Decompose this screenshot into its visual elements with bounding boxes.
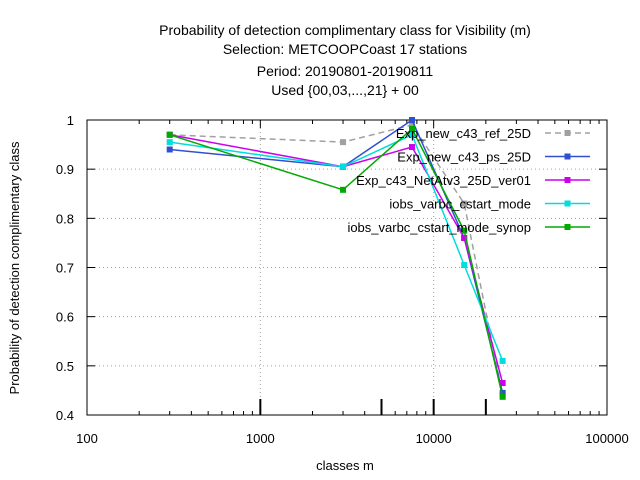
y-tick-label: 0.7 <box>56 261 74 276</box>
y-tick-label: 0.9 <box>56 162 74 177</box>
series-5-point <box>166 131 173 138</box>
series-4-point <box>166 139 173 146</box>
series-2-point <box>499 389 506 396</box>
y-tick-label: 0.4 <box>56 408 74 423</box>
title-line-2: Selection: METCOOPCoast 17 stations <box>223 41 467 57</box>
legend: Exp_new_c43_ref_25D Exp_new_c43_ps_25D Exp… <box>347 126 590 235</box>
series-5-point <box>409 125 416 132</box>
legend-label-1: Exp_new_c43_ref_25D <box>396 126 531 141</box>
y-tick-label: 1 <box>67 113 74 128</box>
series-4-point <box>409 131 416 138</box>
series-3-point <box>409 144 416 151</box>
title-line-1: Probability of detection complimentary c… <box>159 22 531 38</box>
x-tick-label: 100000 <box>585 431 628 446</box>
axes <box>86 119 608 416</box>
y-axis-label: Probability of detection complimentary c… <box>7 141 22 394</box>
series-5-point <box>499 393 506 400</box>
series-1-point <box>340 139 347 146</box>
legend-marker-3 <box>564 177 571 183</box>
x-tick-label: 10000 <box>416 431 452 446</box>
tick-labels: 0.4 0.5 0.6 0.7 0.8 0.9 1 100 1000 10000 100000 <box>56 113 629 446</box>
series-5-point <box>340 186 347 193</box>
series-4-point <box>461 262 468 269</box>
legend-marker-4 <box>564 200 571 207</box>
series-1-point <box>461 200 468 207</box>
y-tick-label: 0.8 <box>56 211 74 226</box>
series-4-point <box>499 357 506 364</box>
y-tick-label: 0.5 <box>56 359 74 374</box>
series-2-point <box>409 117 416 123</box>
legend-label-3: Exp_c43_NetAtv3_25D_ver01 <box>356 173 531 188</box>
x-tick-label: 1000 <box>246 431 275 446</box>
series-3-point <box>499 380 506 387</box>
series-1-point <box>409 121 416 128</box>
title-line-3: Period: 20190801-20190811 <box>257 63 434 79</box>
legend-label-5: iobs_varbc_cstart_mode_synop <box>347 220 531 235</box>
x-axis-label: classes m <box>316 458 374 473</box>
grid <box>87 120 607 415</box>
series-3-point <box>461 235 468 241</box>
y-tick-label: 0.6 <box>56 310 74 325</box>
x-tick-label: 100 <box>76 431 98 446</box>
legend-marker-2 <box>564 153 571 160</box>
series-lines <box>166 117 506 400</box>
legend-marker-5 <box>564 224 571 230</box>
chart-title: Probability of detection complimentary c… <box>159 22 531 98</box>
legend-marker-1 <box>564 130 571 136</box>
legend-label-2: Exp_new_c43_ps_25D <box>397 150 531 165</box>
series-4-point <box>340 163 347 170</box>
series-2-point <box>166 146 173 153</box>
title-line-4: Used {00,03,...,21} + 00 <box>271 82 419 98</box>
legend-label-4: iobs_varbc_cstart_mode <box>389 197 531 212</box>
series-5-point <box>461 227 468 234</box>
